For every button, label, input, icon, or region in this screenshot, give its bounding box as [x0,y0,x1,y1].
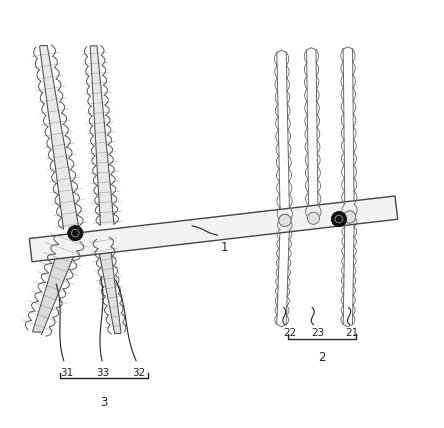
Text: 23: 23 [311,328,324,338]
Text: 33: 33 [96,368,110,378]
Text: 1: 1 [220,241,228,254]
Circle shape [331,211,347,227]
Polygon shape [91,46,115,225]
Text: 2: 2 [318,351,326,364]
Circle shape [344,211,356,223]
Circle shape [344,211,356,223]
Text: 21: 21 [345,328,358,338]
Text: 31: 31 [60,368,73,378]
Text: 22: 22 [283,328,297,338]
Circle shape [279,214,291,226]
Circle shape [67,226,83,241]
Polygon shape [96,237,120,333]
Circle shape [307,212,320,224]
Polygon shape [33,235,81,334]
Text: 3: 3 [100,395,108,409]
Polygon shape [40,45,79,229]
Text: 32: 32 [132,368,146,378]
Polygon shape [29,196,398,262]
Circle shape [279,214,291,226]
